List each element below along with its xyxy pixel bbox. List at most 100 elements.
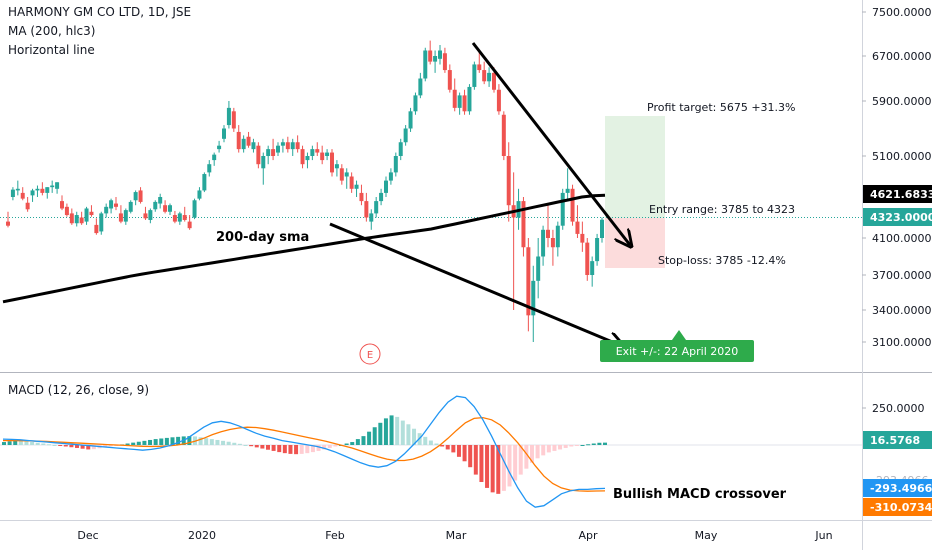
candle-body (202, 174, 207, 191)
candle-body (379, 192, 384, 202)
y-tick-label: 5900.0000 (872, 95, 932, 108)
candle-body (251, 142, 256, 150)
candle-body (359, 192, 364, 202)
candle-body (506, 156, 511, 206)
macd-histogram-bar (383, 418, 388, 445)
macd-histogram-bar (46, 444, 51, 446)
candle-body (207, 164, 212, 173)
x-tick-label: Apr (578, 529, 598, 542)
candle-body (74, 215, 79, 224)
candle-body (25, 202, 30, 210)
stop-loss-label: Stop-loss: 3785 -12.4% (658, 254, 786, 267)
candle-body (344, 172, 349, 177)
indicator-horizontal-line[interactable]: Horizontal line (8, 43, 95, 57)
candle-body (492, 72, 496, 90)
candle-body (447, 70, 452, 90)
candle-body (413, 95, 418, 112)
macd-title[interactable]: MACD (12, 26, close, 9) (8, 383, 150, 397)
price-axis: 7500.0000 6700.0000 5900.0000 5100.0000 4100… (862, 6, 932, 516)
candle-body (305, 156, 310, 161)
candle-body (15, 188, 20, 191)
candle-body (521, 201, 526, 248)
candle-body (123, 210, 128, 222)
candle-body (266, 149, 271, 156)
y-tick-label: 6700.0000 (872, 50, 932, 63)
macd-histogram-bar (2, 442, 6, 445)
candle-body (418, 78, 423, 96)
macd-histogram-bar (310, 445, 315, 453)
x-tick-label: 2020 (188, 529, 216, 542)
macd-histogram-bar (451, 445, 456, 453)
candle-body (55, 182, 60, 189)
exit-badge-label: Exit +/-: 22 April 2020 (616, 345, 739, 358)
exit-badge (600, 340, 754, 362)
candle-body (369, 213, 374, 222)
candle-body (398, 142, 403, 156)
candle-body (138, 190, 143, 202)
macd-histogram-bar (271, 445, 276, 451)
support-trend-arrow (329, 222, 622, 346)
macd-histogram-bar (103, 445, 108, 448)
macd-histogram-bar (546, 445, 551, 453)
macd-y-tick-label: 250.0000 (872, 402, 925, 415)
candle-body (384, 180, 388, 193)
signal-line (3, 416, 606, 492)
candle-body (408, 111, 413, 129)
candle-body (177, 213, 182, 222)
macd-histogram-bar (513, 445, 518, 481)
macd-histogram-bar (496, 445, 501, 494)
candle-body (10, 189, 15, 197)
candle-body (231, 111, 236, 129)
candle-body (276, 145, 280, 153)
indicator-ma[interactable]: MA (200, hlc3) (8, 24, 96, 38)
candle-body (158, 197, 163, 204)
macd-histogram-bar (400, 420, 405, 445)
earnings-marker (359, 343, 381, 365)
macd-histogram-bar (322, 445, 327, 450)
macd-histogram-bar (277, 445, 282, 453)
macd-histogram-bar (490, 445, 495, 493)
macd-histogram-bar (282, 445, 287, 454)
annotation-labels: Profit target: 5675 +31.3% Entry range: 3… (216, 101, 796, 502)
candle-body (472, 64, 477, 87)
macd-histogram-bar (237, 443, 242, 445)
candle-body (99, 213, 104, 232)
candle-body (531, 280, 536, 316)
macd-histogram-bar (361, 436, 366, 445)
candle-body (354, 184, 359, 189)
candle-body (290, 142, 295, 150)
candle-body (118, 213, 123, 222)
macd-histogram-bar (18, 440, 23, 445)
macd-histogram-bar (176, 436, 181, 445)
candle-body (30, 190, 35, 196)
macd-histogram-bar (204, 438, 209, 445)
entry-range-label: Entry range: 3785 to 4323 (649, 203, 795, 216)
candle-body (388, 172, 393, 181)
y-tick-label: 3700.0000 (872, 269, 932, 282)
candle-body (541, 229, 546, 257)
candle-body (285, 142, 290, 150)
macd-histogram-bar (479, 445, 484, 482)
trend-drawings: E (329, 42, 630, 365)
candle-body (280, 142, 285, 146)
candle-body (555, 225, 560, 248)
candle-body (64, 206, 69, 216)
candle-body (182, 215, 187, 220)
macd-histogram-bar (170, 437, 175, 445)
macd-histogram-bar (597, 442, 602, 445)
macd-histogram-bar (69, 445, 74, 448)
candle-body (364, 201, 369, 218)
candle-body (168, 205, 172, 212)
candle-body (50, 185, 55, 188)
y-tick-label: 4100.0000 (872, 232, 932, 245)
candle-body (60, 201, 64, 209)
macd-histogram-bar (344, 443, 349, 445)
macd-histogram-bar (187, 436, 192, 445)
candle-body (580, 233, 585, 243)
candle-body (565, 188, 570, 193)
candle-body (570, 188, 575, 222)
macd-histogram-bar (226, 441, 231, 445)
macd-histogram-bar (462, 445, 467, 462)
candle-body (349, 176, 354, 189)
macd-histogram-bar (507, 445, 512, 487)
